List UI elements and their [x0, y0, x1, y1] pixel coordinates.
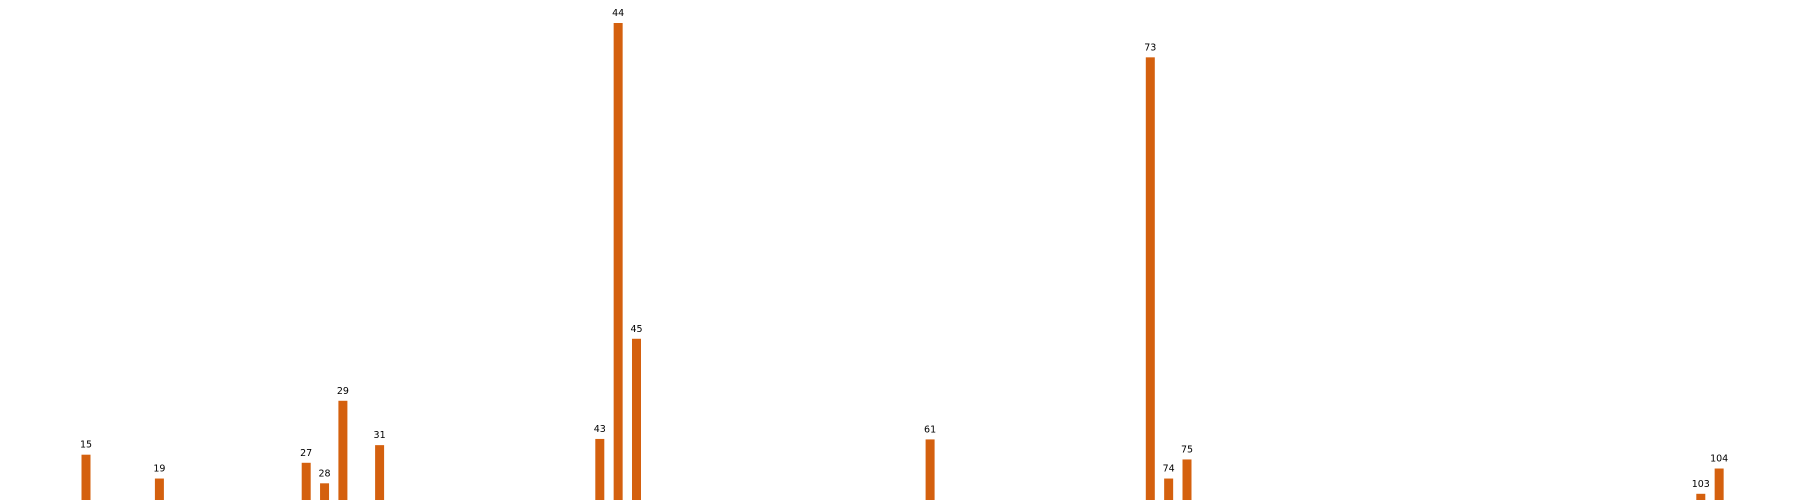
bars-layer	[81, 23, 1724, 500]
bar-19	[154, 478, 164, 500]
bar-104	[1714, 468, 1724, 500]
data-label-19: 19	[153, 464, 165, 475]
data-label-15: 15	[80, 440, 92, 451]
bar-44	[613, 23, 623, 500]
data-label-44: 44	[612, 8, 624, 19]
bar-45	[632, 338, 641, 500]
data-label-27: 27	[300, 448, 312, 459]
data-label-61: 61	[924, 424, 936, 435]
bar-73	[1145, 57, 1155, 500]
data-label-31: 31	[374, 430, 386, 441]
bar-27	[301, 462, 311, 500]
bar-103	[1696, 493, 1706, 500]
bar-74	[1164, 478, 1174, 500]
data-label-103: 103	[1692, 479, 1710, 490]
bar-29	[338, 400, 348, 500]
bar-43	[595, 438, 605, 500]
data-label-75: 75	[1181, 444, 1193, 455]
data-label-29: 29	[337, 386, 349, 397]
bar-61	[925, 439, 935, 500]
data-label-43: 43	[594, 424, 606, 435]
data-label-74: 74	[1163, 464, 1175, 475]
data-label-73: 73	[1144, 42, 1156, 53]
data-labels-layer: 15 19 27 28 29 31 43 44 45 61 73 74 75 103 104	[80, 8, 1728, 490]
bar-31	[375, 445, 385, 500]
data-label-28: 28	[319, 468, 331, 479]
bar-28	[320, 483, 330, 500]
data-label-45: 45	[630, 324, 642, 335]
bar-15	[81, 454, 91, 500]
bar-75	[1182, 459, 1192, 500]
data-label-104: 104	[1710, 454, 1728, 465]
